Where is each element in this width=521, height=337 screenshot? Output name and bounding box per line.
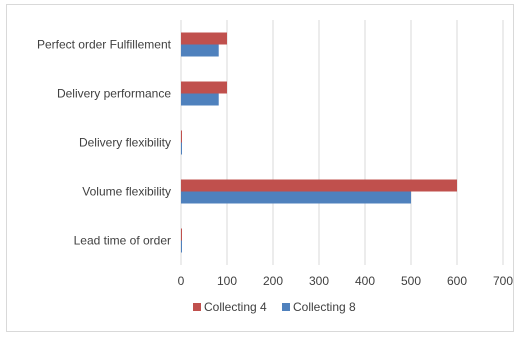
bar-collecting-4 bbox=[181, 179, 457, 192]
bars bbox=[181, 32, 457, 253]
x-tick-label: 100 bbox=[217, 274, 237, 288]
legend-label: Collecting 8 bbox=[293, 300, 356, 314]
bar-collecting-4 bbox=[181, 81, 227, 94]
bar-collecting-4 bbox=[181, 32, 227, 45]
category-label: Delivery performance bbox=[57, 87, 171, 101]
category-label: Lead time of order bbox=[74, 234, 171, 248]
bar-collecting-8 bbox=[181, 191, 411, 204]
x-tick-label: 200 bbox=[263, 274, 283, 288]
bar-collecting-8 bbox=[181, 44, 219, 57]
category-label: Delivery flexibility bbox=[79, 136, 171, 150]
bar-collecting-4 bbox=[181, 130, 182, 143]
x-tick-label: 0 bbox=[178, 274, 185, 288]
chart-frame: Perfect order Fulfillement Delivery perfo… bbox=[6, 4, 514, 332]
x-tick-label: 600 bbox=[447, 274, 467, 288]
x-tick-label: 500 bbox=[401, 274, 421, 288]
bar-collecting-8 bbox=[181, 93, 219, 106]
bar-chart: Perfect order Fulfillement Delivery perfo… bbox=[37, 20, 514, 314]
grid-lines bbox=[180, 20, 504, 265]
legend-swatch bbox=[193, 303, 201, 311]
x-tick-label: 300 bbox=[309, 274, 329, 288]
x-tick-label: 400 bbox=[355, 274, 375, 288]
bar-collecting-8 bbox=[181, 142, 182, 155]
x-tick-labels: 0 100 200 300 400 500 600 700 bbox=[178, 274, 514, 288]
legend: Collecting 4 Collecting 8 bbox=[193, 300, 356, 314]
category-label: Perfect order Fulfillement bbox=[37, 38, 172, 52]
bar-collecting-8 bbox=[181, 240, 182, 253]
bar-collecting-4 bbox=[181, 228, 182, 241]
legend-swatch bbox=[282, 303, 290, 311]
x-tick-label: 700 bbox=[493, 274, 513, 288]
category-label: Volume flexibility bbox=[82, 185, 171, 199]
category-labels: Perfect order Fulfillement Delivery perfo… bbox=[37, 38, 172, 248]
legend-label: Collecting 4 bbox=[204, 300, 267, 314]
